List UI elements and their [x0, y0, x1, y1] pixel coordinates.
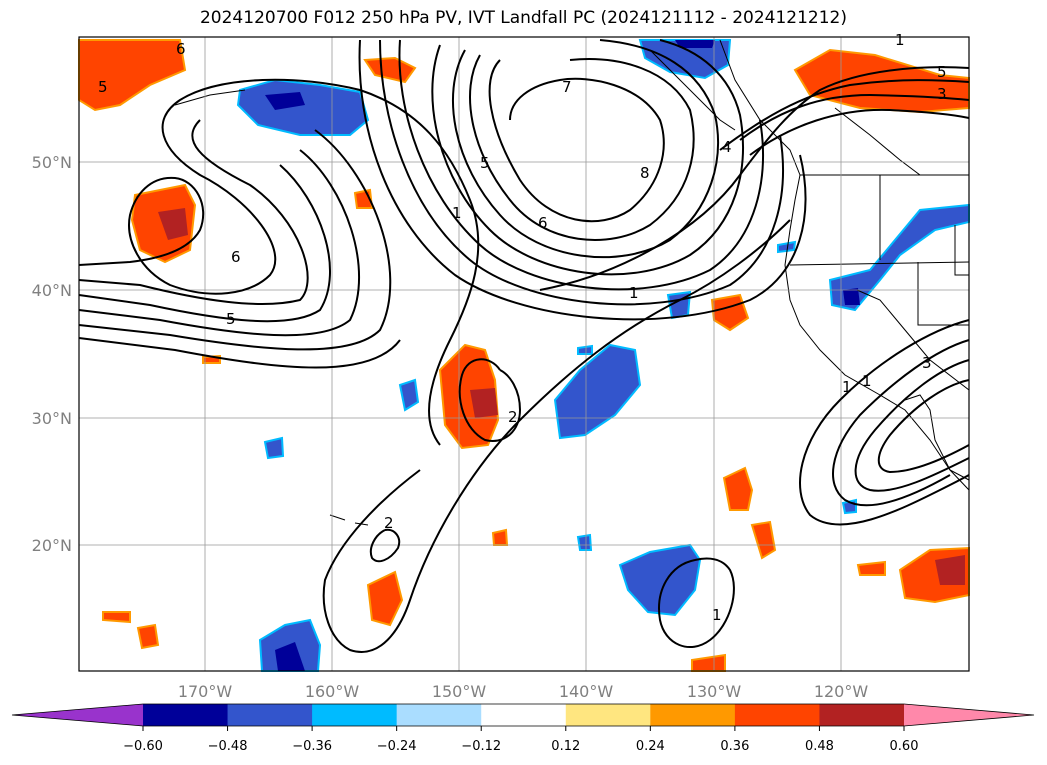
contour-label: 6 [176, 40, 186, 58]
lon-label: 130°W [687, 682, 742, 701]
contour-label: 4 [722, 138, 732, 156]
contour-label: 1 [712, 606, 722, 624]
colorbar-tick-label: −0.60 [123, 739, 163, 754]
colorbar-tick-label: 0.36 [720, 739, 749, 754]
map-frame [78, 36, 970, 672]
lat-label: 40°N [32, 281, 72, 300]
colorbar-segment [227, 704, 313, 726]
lon-label: 150°W [432, 682, 487, 701]
colorbar-tick-label: 0.24 [636, 739, 665, 754]
contour-label: 2 [384, 514, 394, 532]
lat-label: 30°N [32, 409, 72, 428]
contour-label: 5 [480, 154, 490, 172]
map-panel [79, 37, 969, 671]
contour-label: 1 [862, 372, 872, 390]
contour-label: 3 [937, 85, 947, 103]
ivt-contours [78, 39, 970, 653]
colorbar-segment [396, 704, 482, 726]
contour-label: 2 [508, 408, 518, 426]
colorbar-tick-label: 0.12 [551, 739, 580, 754]
colorbar-segment [481, 704, 567, 726]
colorbar-segment [565, 704, 651, 726]
colorbar-tick-label: 0.60 [890, 739, 919, 754]
lon-label: 160°W [305, 682, 360, 701]
colorbar-tick-label: 0.48 [805, 739, 834, 754]
contour-label: 3 [922, 354, 932, 372]
colorbar-segment [734, 704, 820, 726]
colorbar-extend-low [12, 704, 143, 726]
contour-labels: 6 5 7 1 5 6 8 4 5 3 6 5 1 2 2 1 1 1 3 1 [98, 31, 947, 624]
contour-label: 1 [452, 204, 462, 222]
colorbar-tick-label: −0.48 [208, 739, 248, 754]
colorbar-extend-high [904, 704, 1034, 726]
map-title: 2024120700 F012 250 hPa PV, IVT Landfall… [199, 8, 847, 28]
colorbar-segment [312, 704, 398, 726]
colorbar-segment [143, 704, 229, 726]
contour-label: 5 [937, 63, 947, 81]
contour-label: 6 [231, 248, 241, 266]
contour-label: 1 [895, 31, 905, 49]
latitude-labels: 50°N 40°N 30°N 20°N [32, 153, 72, 555]
colorbar-tick-label: −0.12 [461, 739, 501, 754]
lon-label: 170°W [178, 682, 233, 701]
contour-label: 1 [629, 284, 639, 302]
contour-label: 8 [640, 164, 650, 182]
lat-label: 20°N [32, 536, 72, 555]
contour-label: 7 [562, 78, 572, 96]
contour-label: 1 [842, 378, 852, 396]
colorbar-tick-label: −0.36 [292, 739, 332, 754]
contour-label: 6 [538, 214, 548, 232]
colorbar: −0.60 −0.48 −0.36 −0.24 −0.12 0.12 0.24 0.36 0.4… [11, 703, 1035, 754]
longitude-labels: 170°W 160°W 150°W 140°W 130°W 120°W [178, 682, 869, 701]
colorbar-tick-label: −0.24 [377, 739, 417, 754]
lon-label: 140°W [559, 682, 614, 701]
lon-label: 120°W [814, 682, 869, 701]
colorbar-segment [819, 704, 905, 726]
contour-label: 5 [98, 78, 108, 96]
lat-label: 50°N [32, 153, 72, 172]
colorbar-segment [650, 704, 736, 726]
contour-label: 5 [226, 310, 236, 328]
